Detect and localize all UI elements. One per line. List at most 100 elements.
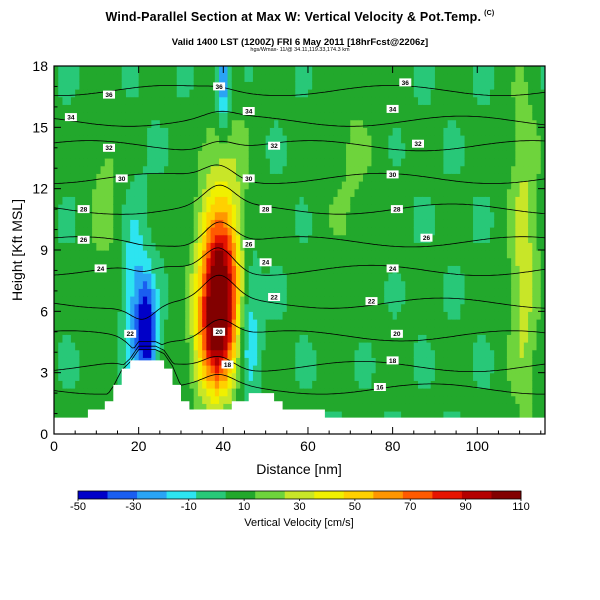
velocity-cell	[248, 326, 254, 335]
velocity-cell	[329, 403, 334, 412]
velocity-cell	[464, 280, 470, 289]
velocity-cell	[447, 188, 453, 197]
velocity-cell	[481, 334, 487, 343]
velocity-cell	[223, 112, 229, 121]
velocity-cell	[70, 242, 76, 251]
velocity-cell	[350, 265, 356, 274]
velocity-cell	[168, 311, 174, 320]
velocity-cell	[362, 119, 368, 128]
velocity-cell	[291, 273, 296, 282]
velocity-cell	[371, 319, 377, 328]
velocity-cell	[464, 234, 470, 243]
velocity-cell	[100, 365, 106, 374]
velocity-cell	[185, 265, 191, 274]
velocity-cell	[219, 265, 224, 274]
velocity-cell	[286, 227, 292, 236]
velocity-cell	[388, 227, 394, 236]
velocity-cell	[185, 104, 191, 113]
velocity-cell	[274, 165, 279, 174]
velocity-cell	[468, 204, 474, 213]
velocity-cell	[320, 204, 326, 213]
velocity-cell	[468, 81, 474, 90]
velocity-cell	[54, 73, 59, 82]
velocity-cell	[303, 196, 309, 205]
velocity-cell	[92, 357, 97, 366]
velocity-cell	[278, 73, 284, 82]
velocity-cell	[291, 311, 296, 320]
velocity-cell	[75, 388, 80, 397]
velocity-cell	[295, 227, 301, 236]
velocity-cell	[409, 150, 415, 159]
velocity-cell	[358, 165, 364, 174]
velocity-cell	[392, 349, 398, 358]
velocity-cell	[350, 250, 356, 259]
velocity-cell	[265, 388, 271, 397]
velocity-cell	[485, 150, 491, 159]
velocity-cell	[66, 411, 72, 420]
velocity-cell	[189, 227, 195, 236]
velocity-cell	[426, 112, 432, 121]
velocity-cell	[180, 326, 186, 335]
velocity-cell	[375, 372, 381, 381]
velocity-cell	[79, 296, 85, 305]
velocity-cell	[92, 150, 97, 159]
velocity-cell	[265, 196, 271, 205]
velocity-cell	[392, 127, 398, 136]
velocity-cell	[155, 89, 161, 98]
velocity-cell	[418, 296, 423, 305]
velocity-cell	[54, 342, 59, 351]
velocity-cell	[282, 196, 288, 205]
velocity-cell	[202, 104, 207, 113]
velocity-cell	[413, 66, 419, 75]
velocity-cell	[388, 319, 394, 328]
velocity-cell	[274, 395, 279, 404]
velocity-cell	[54, 89, 59, 98]
velocity-cell	[303, 273, 309, 282]
velocity-cell	[197, 158, 203, 167]
velocity-cell	[252, 150, 258, 159]
velocity-cell	[489, 342, 495, 351]
velocity-cell	[460, 296, 466, 305]
velocity-cell	[193, 73, 199, 82]
velocity-cell	[481, 349, 487, 358]
velocity-cell	[375, 395, 381, 404]
velocity-cell	[219, 395, 224, 404]
velocity-cell	[473, 365, 478, 374]
velocity-cell	[358, 372, 364, 381]
velocity-cell	[367, 104, 373, 113]
velocity-cell	[96, 150, 102, 159]
velocity-cell	[261, 303, 267, 312]
velocity-cell	[434, 357, 440, 366]
velocity-cell	[485, 127, 491, 136]
velocity-cell	[66, 242, 72, 251]
velocity-cell	[244, 219, 250, 228]
velocity-cell	[176, 311, 182, 320]
velocity-cell	[164, 319, 169, 328]
velocity-cell	[66, 303, 72, 312]
velocity-cell	[113, 104, 119, 113]
velocity-cell	[451, 334, 457, 343]
velocity-cell	[92, 112, 97, 121]
velocity-cell	[100, 288, 106, 297]
velocity-cell	[362, 342, 368, 351]
velocity-cell	[489, 311, 495, 320]
velocity-cell	[159, 150, 165, 159]
velocity-cell	[257, 227, 262, 236]
velocity-cell	[109, 250, 114, 259]
velocity-cell	[295, 372, 301, 381]
velocity-cell	[202, 219, 207, 228]
velocity-cell	[477, 219, 483, 228]
velocity-cell	[79, 66, 85, 75]
velocity-cell	[473, 81, 478, 90]
velocity-cell	[485, 219, 491, 228]
velocity-cell	[324, 165, 330, 174]
velocity-cell	[485, 411, 491, 420]
velocity-cell	[109, 211, 114, 220]
velocity-cell	[367, 135, 373, 144]
velocity-cell	[358, 365, 364, 374]
velocity-cell	[299, 142, 305, 151]
velocity-cell	[282, 234, 288, 243]
velocity-cell	[100, 280, 106, 289]
velocity-cell	[291, 257, 296, 266]
velocity-cell	[384, 303, 389, 312]
